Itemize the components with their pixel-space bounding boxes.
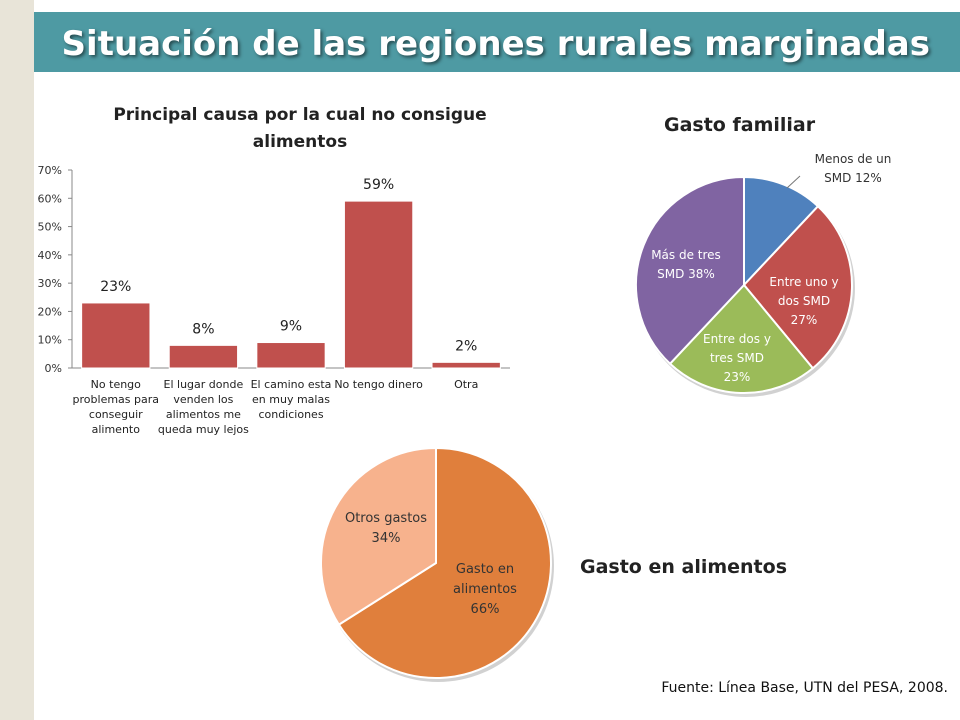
source-note: Fuente: Línea Base, UTN del PESA, 2008. — [661, 680, 948, 696]
left-decorative-strip — [0, 0, 34, 720]
y-tick-label: 70% — [38, 164, 62, 177]
gasto-alimentos-slice-label: Otros gastos 34% — [345, 511, 427, 546]
gasto-familiar-slice — [743, 175, 820, 288]
bar-chart-title: Principal causa por la cual no consigue … — [113, 105, 487, 152]
gasto-familiar-slice-label: Más de tres SMD 38% — [651, 248, 721, 281]
y-tick-label: 40% — [38, 249, 62, 262]
pie-chart-gasto-familiar: Menos de un SMD 12% Entre uno y dos SMD 27%E… — [635, 152, 892, 397]
bar-data-label: 8% — [192, 321, 214, 337]
y-tick-label: 20% — [38, 305, 62, 318]
x-tick-label: El camino esta en muy malas condiciones — [251, 378, 332, 421]
x-tick-label: El lugar donde venden los alimentos me qued… — [158, 378, 249, 436]
bar-data-label: 2% — [455, 338, 477, 354]
bar-data-label: 23% — [100, 279, 131, 295]
pie-chart-gasto-alimentos: Gasto en alimentos 66% Otros gastos 34% — [320, 446, 554, 682]
y-tick-label: 10% — [38, 334, 62, 347]
gasto-alimentos-slice — [320, 446, 437, 627]
y-tick-label: 60% — [38, 192, 62, 205]
slide-title: Situación de las regiones rurales margin… — [61, 24, 930, 64]
bar-chart: 0% 10% 20% 30% 40% 50% 60% 70% 23% No tengo proble… — [38, 164, 510, 436]
gasto-alimentos-title: Gasto en alimentos — [580, 556, 788, 578]
gasto-familiar-slice — [742, 204, 853, 370]
bar — [431, 361, 501, 369]
y-tick-label: 0% — [45, 362, 62, 375]
gasto-alimentos-slice — [337, 446, 552, 679]
title-bar: Situación de las regiones rurales margin… — [34, 12, 960, 72]
gasto-familiar-slice-label: Menos de un SMD 12% — [815, 152, 892, 185]
x-tick-label: Otra — [454, 378, 478, 391]
gasto-familiar-title: Gasto familiar — [664, 114, 816, 136]
bar — [81, 302, 151, 369]
x-tick-label: No tengo dinero — [334, 378, 423, 391]
gasto-familiar-slice — [635, 175, 745, 366]
y-tick-label: 50% — [38, 221, 62, 234]
gasto-familiar-slice-label: Entre uno y dos SMD 27% — [769, 275, 838, 327]
gasto-familiar-slice-label: Entre dos y tres SMD 23% — [703, 332, 771, 384]
bar-data-label: 59% — [363, 177, 394, 193]
gasto-familiar-slice — [668, 283, 815, 394]
y-tick-label: 30% — [38, 277, 62, 290]
leader-line — [786, 175, 801, 189]
bar — [256, 342, 326, 369]
x-tick-label: No tengo problemas para conseguir alimento — [73, 378, 159, 436]
bar-data-label: 9% — [280, 319, 302, 335]
bar — [168, 344, 239, 369]
bar — [343, 200, 414, 369]
gasto-alimentos-slice-label: Gasto en alimentos 66% — [453, 562, 517, 617]
